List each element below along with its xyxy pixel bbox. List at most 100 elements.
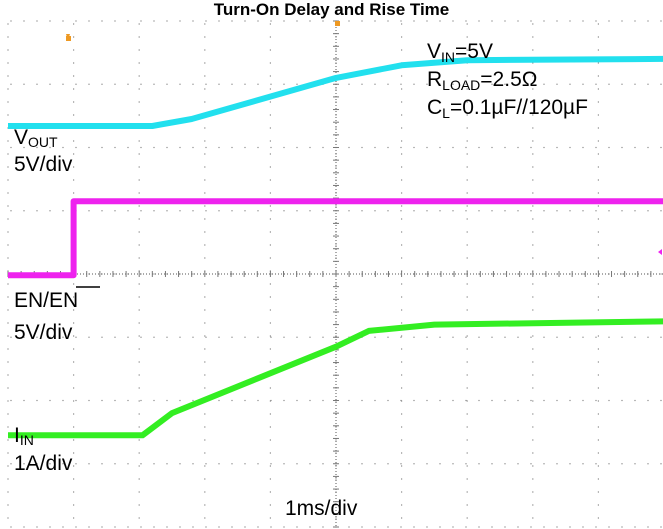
grid-dot xyxy=(491,210,493,212)
grid-dot xyxy=(62,83,64,85)
grid-dot xyxy=(88,336,90,338)
grid-dot xyxy=(73,491,75,493)
grid-dot xyxy=(530,463,532,465)
grid-dot xyxy=(466,140,468,142)
grid-dot xyxy=(660,146,662,149)
grid-dot xyxy=(269,244,271,246)
grid-dot xyxy=(361,463,363,465)
grid-dot xyxy=(387,20,389,22)
grid-dot xyxy=(532,491,534,493)
grid-dot xyxy=(532,517,534,519)
grid-dot xyxy=(88,210,90,212)
grid-dot xyxy=(361,20,363,22)
grid-dot xyxy=(127,146,129,149)
grid-dot xyxy=(204,283,206,285)
grid-dot xyxy=(597,101,599,103)
grid-dot xyxy=(452,399,454,402)
grid-dot xyxy=(597,153,599,155)
grid-dot xyxy=(138,166,140,168)
grid-dot xyxy=(439,526,441,528)
grid-dot xyxy=(179,336,181,338)
grid-dot xyxy=(7,205,9,207)
grid-dot xyxy=(361,146,363,149)
grid-dot xyxy=(62,399,64,402)
grid-dot xyxy=(597,205,599,207)
grid-dot xyxy=(7,153,9,155)
grid-dot xyxy=(101,20,103,22)
grid-dot xyxy=(23,336,25,338)
grid-dot xyxy=(634,20,636,22)
grid-dot xyxy=(532,309,534,311)
grid-dot xyxy=(400,463,402,465)
grid-dot xyxy=(204,23,206,25)
grid-dot xyxy=(517,146,519,149)
grid-dot xyxy=(401,517,403,519)
grid-dot xyxy=(401,140,403,142)
grid-dot xyxy=(400,20,402,22)
grid-dot xyxy=(597,517,599,519)
grid-dot xyxy=(569,463,571,465)
vout-label: VOUT xyxy=(14,126,58,150)
grid-dot xyxy=(387,336,389,338)
grid-dot xyxy=(439,399,441,402)
condition-cl: CL=0.1µF//120µF xyxy=(427,96,588,121)
grid-dot xyxy=(49,83,51,85)
grid-dot xyxy=(401,335,403,337)
grid-dot xyxy=(269,88,271,90)
grid-dot xyxy=(269,23,271,25)
grid-dot xyxy=(75,399,77,402)
grid-dot xyxy=(309,399,311,402)
grid-dot xyxy=(138,218,140,220)
grid-dot xyxy=(270,526,272,528)
grid-dot xyxy=(595,399,597,402)
grid-dot xyxy=(269,361,271,363)
grid-dot xyxy=(153,463,155,465)
grid-dot xyxy=(36,210,38,212)
grid-dot xyxy=(283,399,285,402)
grid-dot xyxy=(621,20,623,22)
grid-dot xyxy=(309,146,311,149)
grid-dot xyxy=(23,399,25,402)
grid-dot xyxy=(401,478,403,480)
grid-dot xyxy=(348,463,350,465)
grid-dot xyxy=(73,426,75,428)
grid-dot xyxy=(73,400,75,402)
grid-dot xyxy=(530,336,532,338)
grid-dot xyxy=(114,83,116,85)
en-label: EN/EN xyxy=(14,289,78,312)
grid-dot xyxy=(36,83,38,85)
grid-dot xyxy=(532,166,534,168)
grid-dot xyxy=(269,504,271,506)
grid-dot xyxy=(204,62,206,64)
en-scale: 5V/div xyxy=(14,321,73,344)
grid-dot xyxy=(597,179,599,181)
grid-dot xyxy=(335,244,337,246)
grid-dot xyxy=(138,361,140,363)
grid-dot xyxy=(439,336,441,338)
time-scale-label: 1ms/div xyxy=(285,497,358,520)
grid-dot xyxy=(465,83,467,85)
grid-dot xyxy=(387,146,389,149)
grid-dot xyxy=(452,146,454,149)
grid-dot xyxy=(204,127,206,129)
grid-dot xyxy=(138,62,140,64)
grid-dot xyxy=(466,49,468,51)
grid-dot xyxy=(218,273,220,275)
grid-dot xyxy=(621,146,623,149)
grid-dot xyxy=(114,526,116,528)
grid-dot xyxy=(140,20,142,22)
grid-dot xyxy=(75,20,77,22)
grid-dot xyxy=(556,336,558,338)
grid-dot xyxy=(205,526,207,528)
grid-dot xyxy=(532,101,534,103)
grid-dot xyxy=(413,273,415,275)
grid-dot xyxy=(532,153,534,155)
grid-dot xyxy=(466,166,468,168)
grid-dot xyxy=(283,463,285,465)
grid-dot xyxy=(205,336,207,338)
grid-dot xyxy=(452,273,454,275)
grid-dot xyxy=(401,179,403,181)
grid-dot xyxy=(597,348,599,350)
grid-dot xyxy=(36,399,38,402)
grid-dot xyxy=(138,114,140,116)
